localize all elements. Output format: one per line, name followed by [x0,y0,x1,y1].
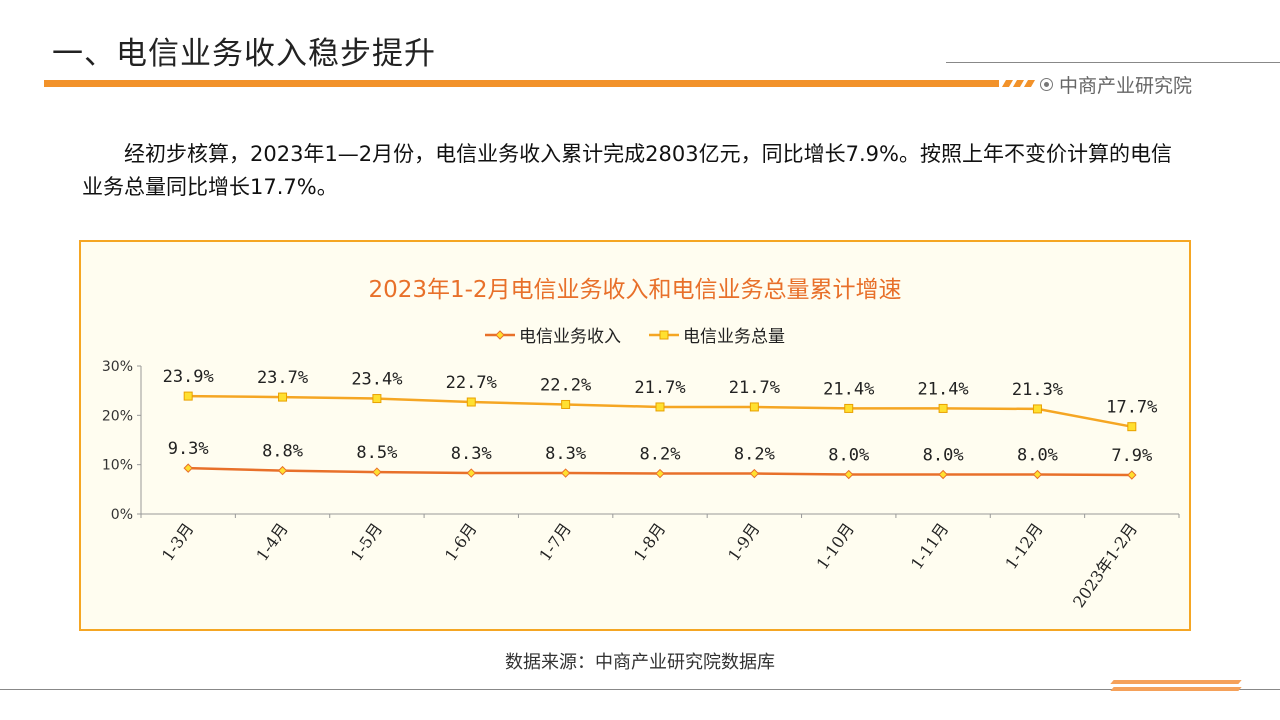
data-label: 23.9% [163,367,214,387]
data-point [1032,469,1043,480]
x-tick-label: 1-9月 [724,519,764,564]
data-point [655,468,665,479]
legend-volume-swatch [649,330,679,339]
data-label: 23.4% [351,370,402,390]
data-point [844,469,854,480]
logo-icon [1040,78,1053,91]
data-label: 21.7% [634,378,685,398]
logo: 中商产业研究院 [1040,71,1192,98]
x-tick-label: 1-4月 [252,519,292,564]
bottom-stripes [1110,680,1242,691]
y-tick-label: 10% [102,458,133,474]
data-label: 21.3% [1012,380,1063,400]
title-underline [44,80,999,87]
data-point [561,399,571,409]
data-point [938,469,948,480]
y-tick-label: 20% [102,408,133,424]
data-point [278,392,288,402]
data-label: 8.0% [923,446,964,466]
title-stripes [1001,80,1036,87]
data-point [372,467,382,477]
data-label: 21.4% [823,379,874,399]
data-label: 8.3% [451,444,492,464]
top-right-line [946,62,1280,63]
logo-text: 中商产业研究院 [1059,75,1193,97]
data-label: 8.8% [262,442,303,462]
legend-revenue-label: 电信业务收入 [519,327,621,347]
data-label: 23.7% [257,368,308,388]
data-label: 8.0% [828,446,869,466]
data-point [372,394,382,404]
data-point [560,468,571,478]
legend-item-volume: 电信业务总量 [649,322,785,347]
x-tick-label: 1-6月 [441,519,481,564]
y-tick-label: 30% [102,359,133,375]
y-tick-label: 0% [111,507,133,523]
data-point [749,468,760,479]
data-point [1127,470,1137,480]
data-label: 17.7% [1106,398,1157,418]
chart-legend: 电信业务收入 电信业务总量 [81,322,1189,347]
data-label: 21.7% [729,378,780,398]
bottom-line [0,689,1280,690]
legend-revenue-swatch [485,329,515,340]
data-point [1032,404,1042,414]
data-label: 8.2% [734,445,775,465]
source-note: 数据来源：中商产业研究院数据库 [505,652,775,673]
data-label: 22.7% [446,373,497,393]
x-tick-label: 1-12月 [1001,519,1046,572]
body-text: 经初步核算，2023年1—2月份，电信业务收入累计完成2803亿元，同比增长7.… [82,138,1182,204]
data-point [844,403,854,413]
data-label: 7.9% [1111,446,1152,466]
data-point [1127,422,1137,432]
data-point [183,391,193,401]
data-label: 8.0% [1017,446,1058,466]
data-point [466,397,476,407]
data-point [938,403,948,413]
data-label: 9.3% [168,439,209,459]
data-label: 8.5% [356,443,397,463]
x-tick-label: 1-8月 [630,519,670,564]
x-tick-label: 2023年1-2月 [1069,519,1141,611]
data-label: 8.2% [640,445,681,465]
chart-title: 2023年1-2月电信业务收入和电信业务总量累计增速 [368,277,902,303]
legend-item-revenue: 电信业务收入 [485,322,621,347]
data-point [655,402,665,412]
x-tick-label: 1-3月 [158,519,198,564]
body-paragraph: 经初步核算，2023年1—2月份，电信业务收入累计完成2803亿元，同比增长7.… [82,142,1172,199]
chart-plot: 0% 10% 20% 30% 1-3月 1-4月 1-5月 1-6月 1-7月 1-8月 1-9月 1… [102,359,1180,611]
data-point [183,463,193,473]
chart-box: 2023年1-2月电信业务收入和电信业务总量累计增速 电信业务收入 电信业务总量… [79,240,1191,631]
x-tick-label: 1-10月 [813,519,858,572]
x-tick-label: 1-5月 [347,519,387,564]
x-tick-label: 1-7月 [535,519,575,564]
data-point [466,468,476,478]
data-label: 8.3% [545,444,586,464]
data-label: 22.2% [540,375,591,395]
x-tick-label: 1-11月 [907,519,952,572]
data-point [277,465,288,476]
legend-volume-label: 电信业务总量 [683,327,785,347]
data-label: 21.4% [917,379,968,399]
page-title: 一、电信业务收入稳步提升 [52,36,436,72]
data-point [749,402,759,412]
